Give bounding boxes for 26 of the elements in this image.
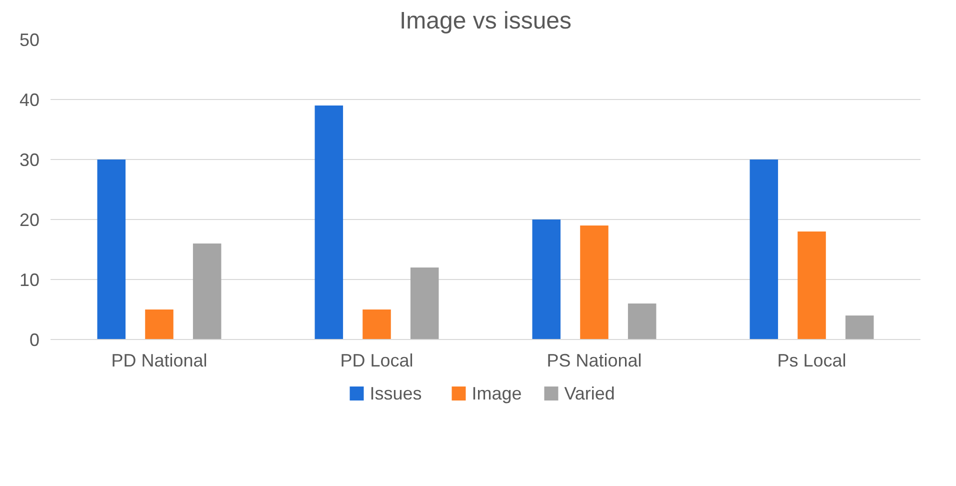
y-tick-label: 10 <box>19 270 40 290</box>
y-tick-label: 40 <box>19 90 40 110</box>
y-tick-label: 30 <box>19 150 40 170</box>
bar <box>192 244 222 340</box>
x-tick-label: PS National <box>546 350 642 370</box>
y-tick-label: 50 <box>19 30 40 50</box>
bar <box>798 232 826 340</box>
x-tick-label: PD Local <box>340 350 414 370</box>
bar <box>97 160 126 340</box>
x-tick-label: PD National <box>111 350 208 370</box>
y-tick-label: 0 <box>29 330 40 350</box>
x-tick-label: Ps Local <box>777 350 846 370</box>
bar <box>750 160 778 340</box>
bar <box>532 220 561 340</box>
bar <box>362 310 391 340</box>
bar <box>314 106 344 340</box>
bar <box>410 268 439 340</box>
bar <box>628 304 656 340</box>
bar <box>580 226 608 340</box>
y-tick-label: 20 <box>19 210 40 230</box>
chart-title: Image vs issues <box>399 8 572 34</box>
legend-label: Image <box>472 384 522 404</box>
bar <box>845 316 874 340</box>
legend-label: Issues <box>370 384 422 404</box>
legend-label: Varied <box>564 384 615 404</box>
bar <box>145 310 174 340</box>
